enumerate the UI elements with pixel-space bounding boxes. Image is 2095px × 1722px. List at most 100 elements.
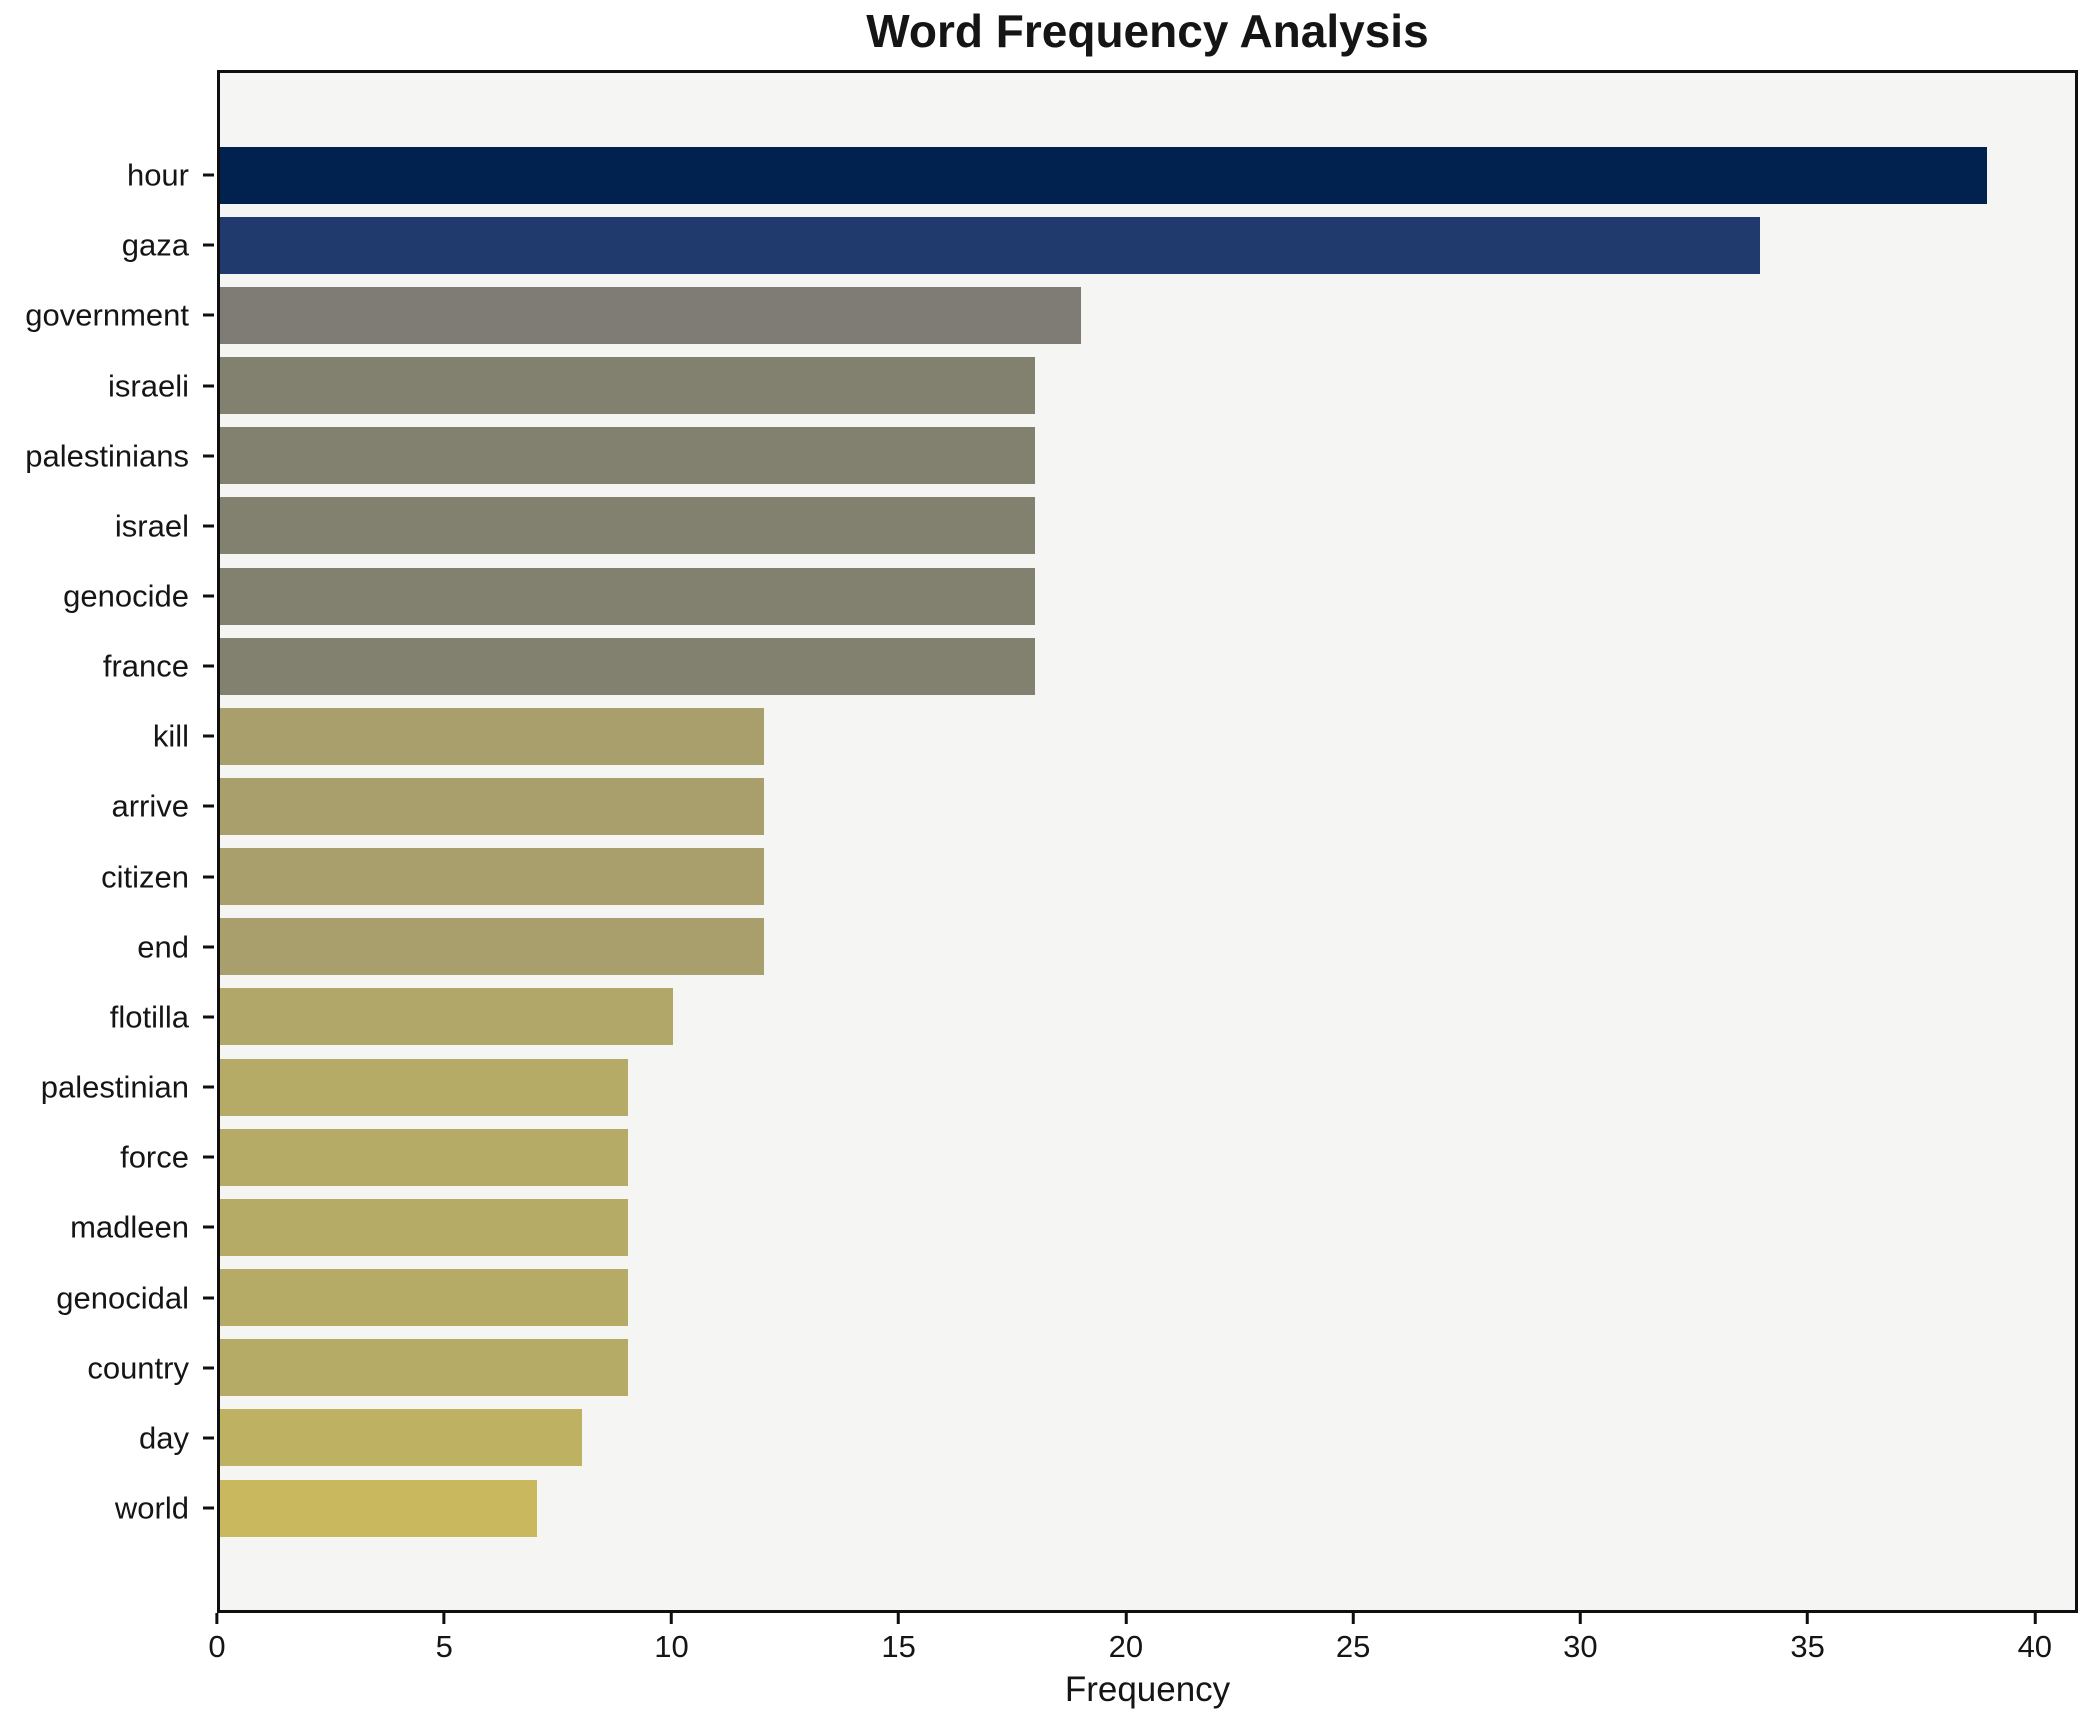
x-tick: 0 — [208, 1613, 226, 1664]
bar-row: government — [25, 280, 2075, 350]
bar-day — [220, 1409, 583, 1467]
y-tick-label: kill — [152, 718, 189, 754]
x-tick-mark — [1351, 1613, 1355, 1624]
bar-row: day — [139, 1403, 2075, 1473]
y-tick-label: palestinian — [40, 1069, 189, 1105]
x-tick: 30 — [1563, 1613, 1598, 1662]
y-tick-mark — [203, 804, 214, 808]
bar-gaza — [220, 216, 1761, 274]
y-tick-mark — [203, 594, 214, 598]
bar-flotilla — [220, 988, 673, 1046]
bar-palestinians — [220, 427, 1036, 485]
x-tick: 40 — [2018, 1613, 2052, 1662]
y-tick-label: israeli — [108, 368, 189, 404]
x-tick-label: 15 — [881, 1629, 916, 1664]
y-tick-label: genocidal — [56, 1280, 189, 1316]
bar-row: citizen — [101, 842, 2075, 912]
x-tick-mark — [669, 1613, 673, 1624]
y-tick-mark — [203, 243, 214, 247]
y-tick-label: government — [25, 297, 189, 333]
x-tick: 25 — [1336, 1613, 1370, 1662]
y-tick-label: day — [139, 1420, 189, 1456]
y-tick-label: citizen — [101, 859, 189, 895]
y-tick-mark — [203, 313, 214, 317]
bar-row: end — [137, 912, 2075, 982]
bar-row: israel — [115, 491, 2075, 561]
x-tick-mark — [1806, 1613, 1810, 1624]
y-tick-label: force — [120, 1139, 189, 1175]
x-tick: 15 — [881, 1613, 916, 1664]
y-tick-mark — [203, 664, 214, 668]
y-tick-mark — [203, 524, 214, 528]
bar-genocide — [220, 567, 1036, 625]
y-tick-mark — [203, 1015, 214, 1019]
y-tick-label: flotilla — [109, 999, 189, 1035]
x-tick-mark — [215, 1613, 219, 1624]
bar-kill — [220, 707, 764, 765]
x-tick-mark — [442, 1613, 446, 1624]
bar-row: force — [120, 1122, 2075, 1192]
y-tick-mark — [203, 1225, 214, 1229]
y-tick-label: palestinians — [25, 438, 189, 474]
x-tick: 20 — [1109, 1613, 1143, 1662]
y-tick-mark — [203, 384, 214, 388]
x-axis-label: Frequency — [1064, 1670, 1231, 1709]
bar-hour — [220, 146, 1987, 204]
x-tick-label: 40 — [2017, 1629, 2053, 1664]
bar-row: palestinian — [41, 1052, 2075, 1122]
y-tick-mark — [203, 945, 214, 949]
bar-force — [220, 1128, 628, 1186]
bar-israeli — [220, 357, 1036, 415]
y-tick-mark — [203, 734, 214, 738]
x-axis: 0 5 10 15 20 25 30 35 40 — [208, 1613, 2078, 1673]
y-tick-label: end — [137, 929, 189, 965]
x-tick-mark — [2033, 1613, 2037, 1624]
bar-country — [220, 1339, 628, 1397]
bar-genocidal — [220, 1269, 628, 1327]
y-tick-label: genocide — [63, 578, 189, 614]
y-tick-mark — [203, 1506, 214, 1510]
x-tick: 10 — [654, 1613, 689, 1664]
y-tick-label: israel — [114, 508, 189, 544]
bar-row: madleen — [70, 1192, 2075, 1262]
y-tick-mark — [203, 1296, 214, 1300]
bar-end — [220, 918, 764, 976]
y-tick-label: hour — [126, 157, 189, 193]
bar-row: hour — [127, 140, 2075, 210]
bar-madleen — [220, 1198, 628, 1256]
x-tick: 35 — [1790, 1613, 1825, 1664]
x-tick-label: 0 — [208, 1629, 226, 1664]
bar-israel — [220, 497, 1036, 555]
y-tick-label: france — [102, 648, 189, 684]
y-tick-mark — [203, 875, 214, 879]
x-tick-label: 10 — [654, 1629, 689, 1664]
x-tick-mark — [897, 1613, 901, 1624]
plot-area: hour gaza government israeli palestinians isr… — [25, 70, 2078, 1613]
bar-row: france — [103, 631, 2075, 701]
bar-row: palestinians — [25, 421, 2075, 491]
x-tick: 5 — [436, 1613, 453, 1662]
bar-france — [220, 637, 1036, 695]
bar-row: genocidal — [56, 1263, 2075, 1333]
bar-row: genocide — [63, 561, 2075, 631]
y-tick-mark — [203, 1436, 214, 1440]
chart-title: Word Frequency Analysis — [866, 5, 1429, 57]
y-tick-mark — [203, 1366, 214, 1370]
x-tick-label: 35 — [1790, 1629, 1825, 1664]
bar-row: gaza — [122, 210, 2075, 280]
bar-row: flotilla — [110, 982, 2075, 1052]
x-tick-label: 25 — [1335, 1629, 1371, 1664]
bar-row: arrive — [111, 771, 2075, 841]
bar-row: kill — [153, 701, 2075, 771]
y-tick-label: country — [87, 1350, 189, 1386]
x-tick-label: 5 — [435, 1629, 453, 1664]
y-tick-mark — [203, 1085, 214, 1089]
x-tick-mark — [1578, 1613, 1582, 1624]
bar-government — [220, 286, 1081, 344]
y-tick-mark — [203, 173, 214, 177]
y-tick-label: arrive — [111, 788, 189, 824]
y-tick-label: madleen — [70, 1209, 189, 1245]
bar-citizen — [220, 848, 764, 906]
y-tick-mark — [203, 454, 214, 458]
